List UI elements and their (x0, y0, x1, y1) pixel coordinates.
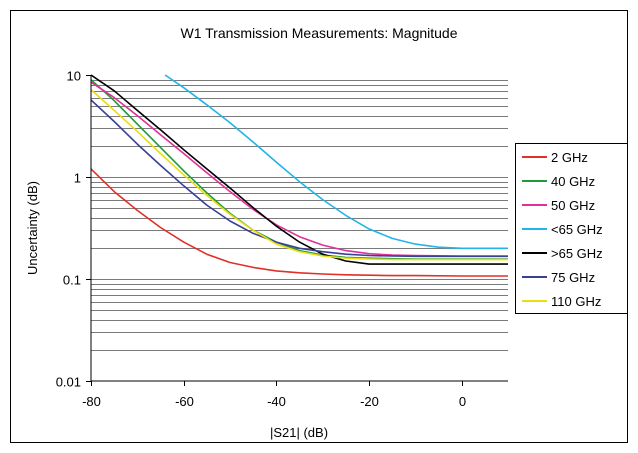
x-tick-label: -60 (175, 394, 194, 409)
x-tick-label: -20 (360, 394, 379, 409)
chart-title: W1 Transmission Measurements: Magnitude (181, 25, 458, 41)
series-line-2 (90, 81, 508, 257)
y-tick-label: 10 (67, 69, 81, 84)
y-axis-label: Uncertainty (dB) (25, 181, 40, 275)
legend: 2 GHz 40 GHz 50 GHz <65 GHz >65 GHz 75 GHz 110… (515, 143, 628, 314)
x-axis-label: |S21| (dB) (270, 425, 328, 440)
legend-label: 2 GHz (551, 150, 588, 165)
y-ticks: 0.01 0.1 1 10 (56, 69, 91, 390)
series-lines (90, 74, 508, 277)
legend-label: 40 GHz (551, 174, 595, 189)
legend-label: <65 GHz (551, 222, 603, 237)
legend-label: 110 GHz (551, 294, 601, 309)
series-line-0 (90, 168, 508, 277)
series-line-5 (90, 99, 508, 258)
legend-label: 75 GHz (551, 270, 595, 285)
legend-label: >65 GHz (551, 246, 603, 261)
x-tick-label: -80 (82, 394, 101, 409)
x-tick-label: -40 (267, 394, 286, 409)
y-tick-label: 1 (74, 171, 81, 186)
x-tick-label: 0 (459, 394, 466, 409)
axes (90, 75, 508, 382)
series-line-4 (90, 74, 508, 265)
y-tick-label: 0.1 (63, 273, 81, 288)
y-tick-label: 0.01 (56, 375, 81, 390)
series-line-3 (164, 74, 508, 250)
series-line-6 (90, 89, 508, 261)
legend-label: 50 GHz (551, 198, 595, 213)
x-ticks: -80 -60 -40 -20 0 (82, 381, 466, 409)
legend-entries: 2 GHz 40 GHz 50 GHz <65 GHz >65 GHz 75 GHz 110… (522, 150, 603, 309)
